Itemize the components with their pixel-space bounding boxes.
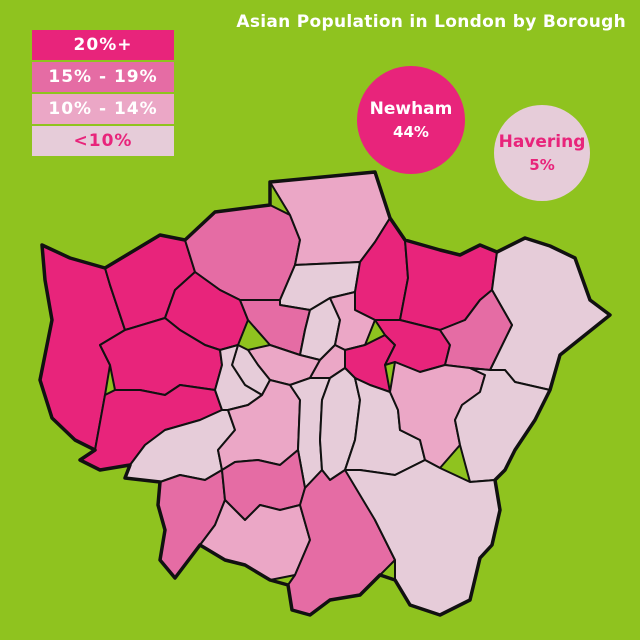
havering-callout-name: Havering	[498, 132, 586, 152]
borough-havering	[489, 237, 611, 391]
legend-item-lt10: <10%	[32, 126, 174, 156]
london-outer-boundary	[38, 170, 612, 617]
havering-callout-value: 5%	[529, 156, 555, 174]
newham-callout-value: 44%	[393, 123, 429, 141]
map-title: Asian Population in London by Borough	[236, 12, 626, 32]
legend: 20%+ 15% - 19% 10% - 14% <10%	[32, 30, 174, 158]
borough-barking-dagenham	[439, 289, 513, 371]
legend-item-20plus: 20%+	[32, 30, 174, 60]
legend-item-15-19: 15% - 19%	[32, 62, 174, 92]
newham-callout: Newham 44%	[357, 66, 465, 174]
havering-callout: Havering 5%	[494, 105, 590, 201]
newham-callout-name: Newham	[369, 99, 453, 119]
legend-item-10-14: 10% - 14%	[32, 94, 174, 124]
